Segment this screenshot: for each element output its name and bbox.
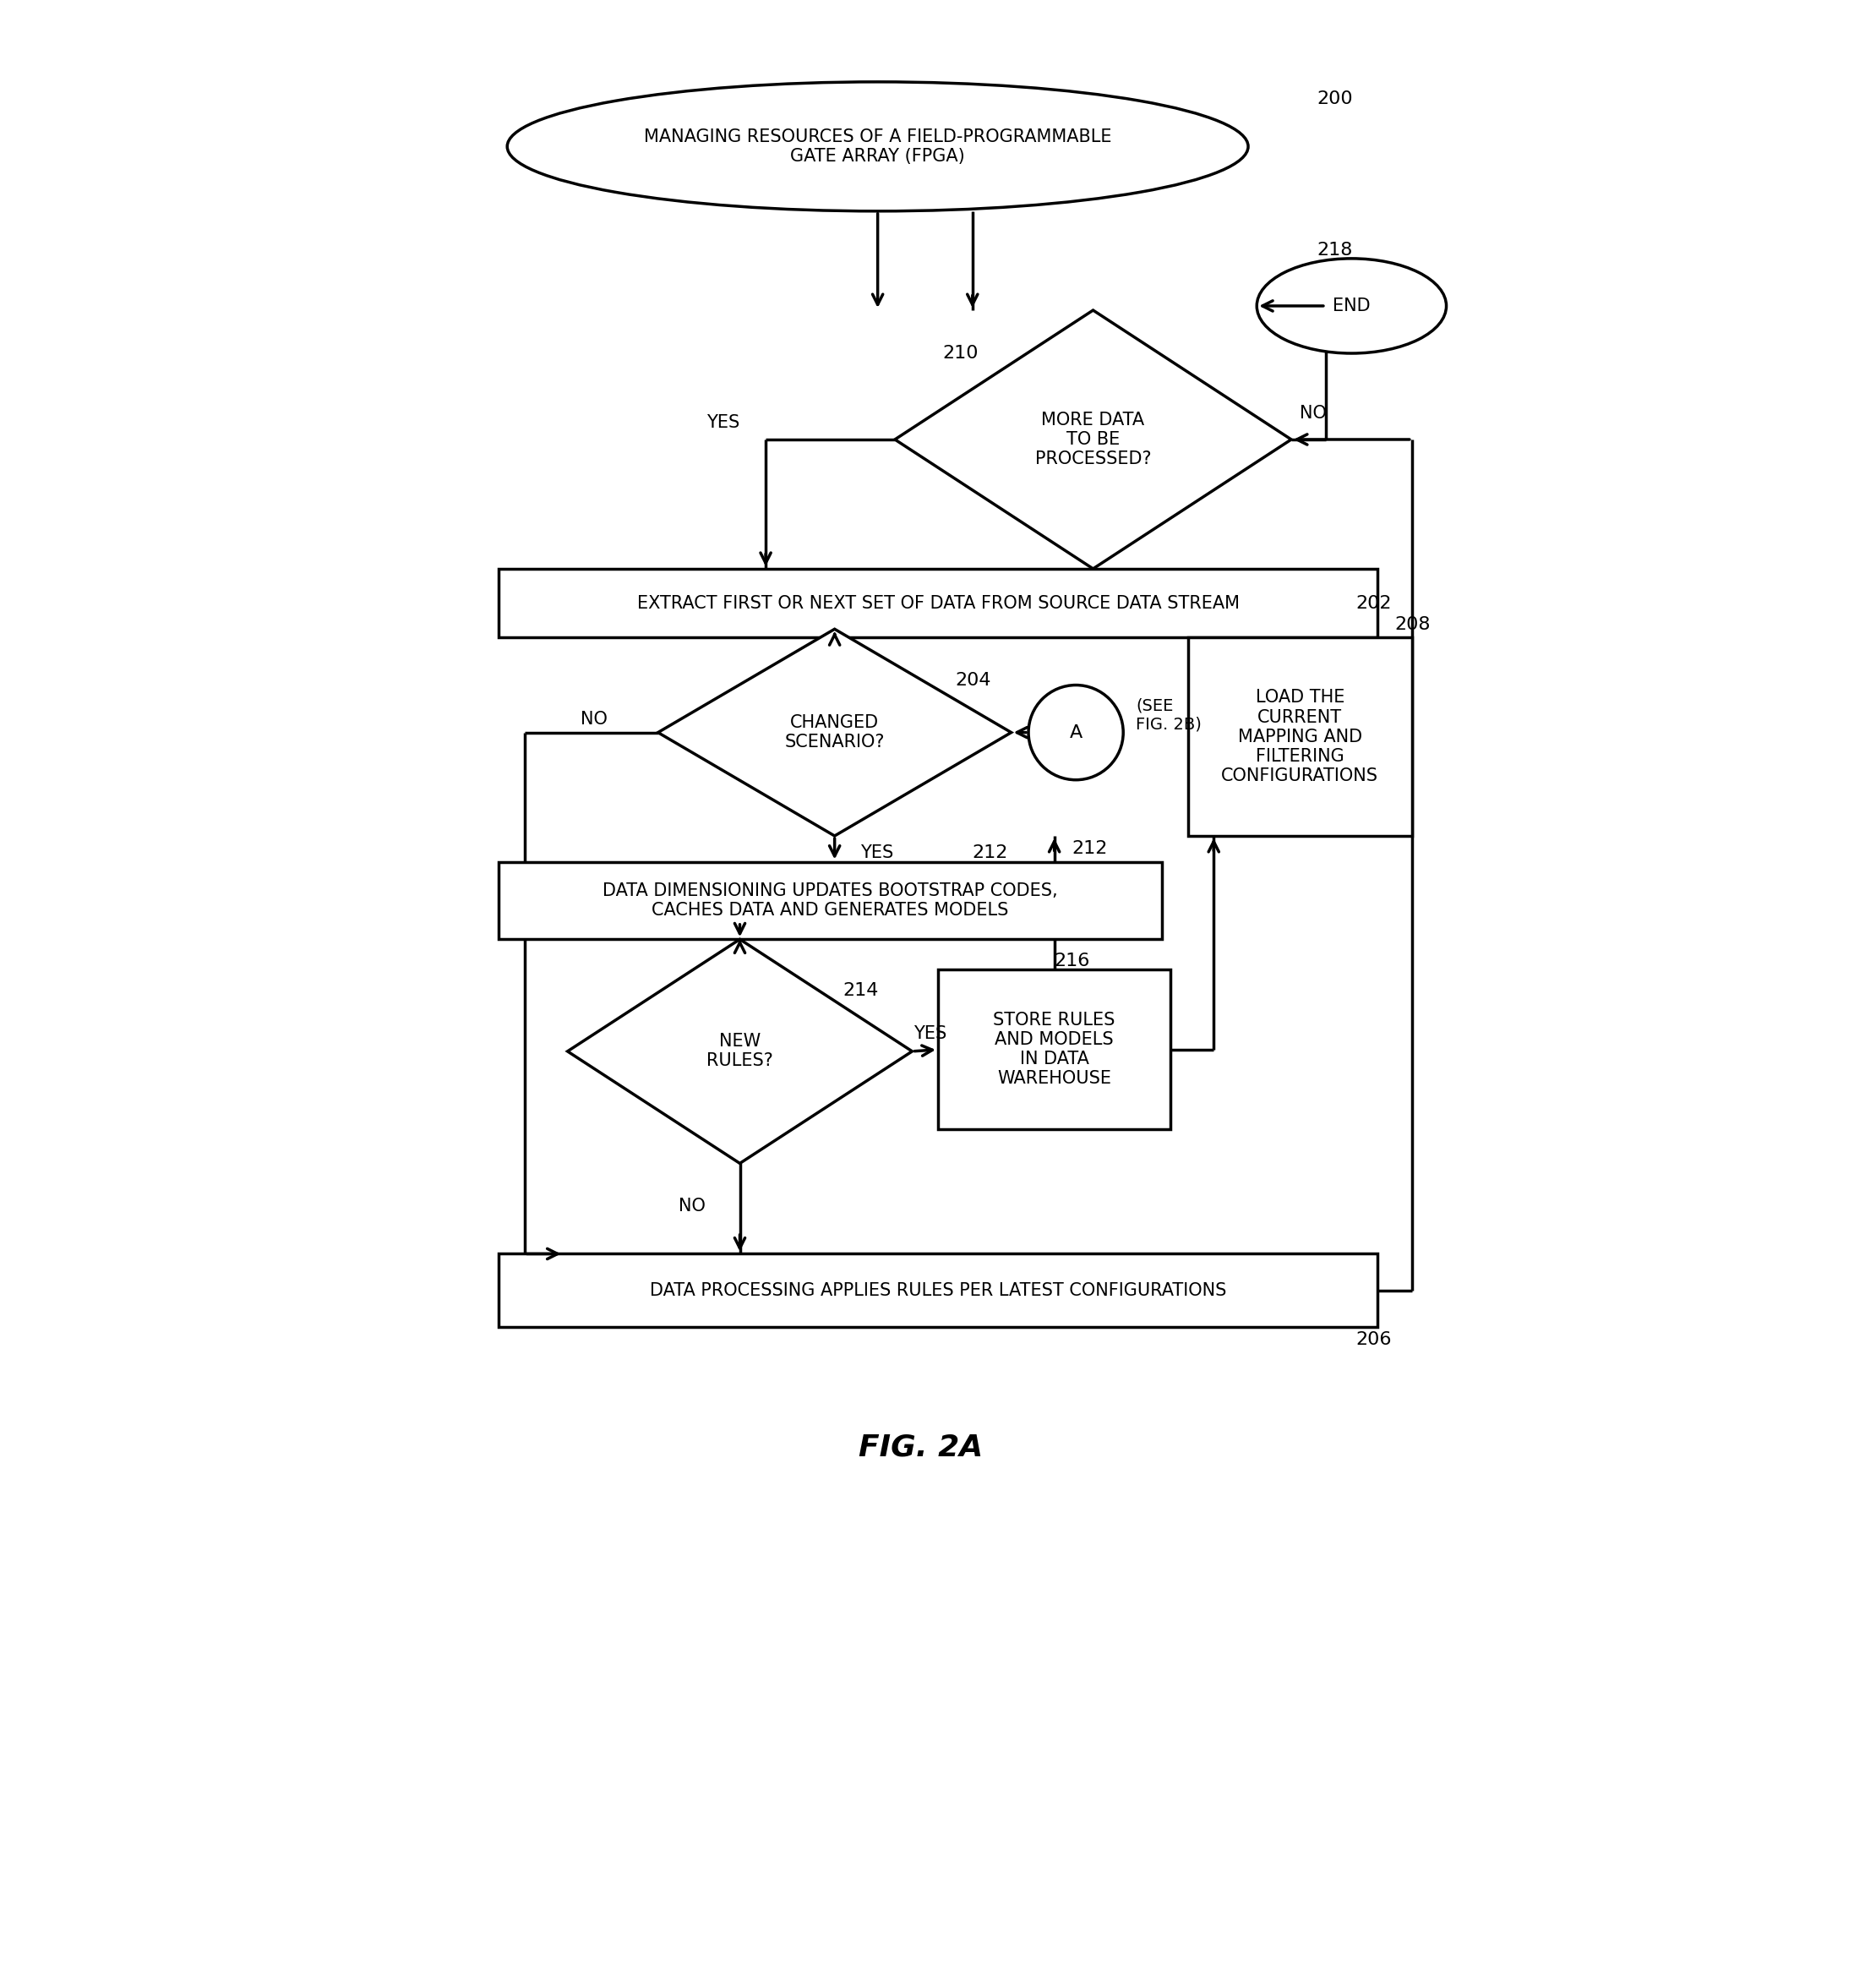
- Text: YES: YES: [707, 414, 739, 430]
- Text: DATA PROCESSING APPLIES RULES PER LATEST CONFIGURATIONS: DATA PROCESSING APPLIES RULES PER LATEST…: [649, 1282, 1227, 1298]
- Bar: [1188, 638, 1413, 836]
- Text: A: A: [1069, 723, 1082, 741]
- Bar: [938, 969, 1171, 1130]
- Text: YES: YES: [861, 844, 893, 862]
- Text: END: END: [1332, 297, 1369, 315]
- Text: MORE DATA
TO BE
PROCESSED?: MORE DATA TO BE PROCESSED?: [1036, 412, 1152, 468]
- Polygon shape: [568, 939, 912, 1163]
- Text: 212: 212: [1071, 840, 1107, 858]
- Text: STORE RULES
AND MODELS
IN DATA
WAREHOUSE: STORE RULES AND MODELS IN DATA WAREHOUSE: [992, 1011, 1116, 1086]
- Text: NO: NO: [580, 712, 608, 727]
- Text: 206: 206: [1356, 1332, 1392, 1348]
- Bar: [499, 862, 1161, 939]
- Text: 208: 208: [1394, 616, 1431, 632]
- Ellipse shape: [507, 81, 1248, 212]
- Text: NO: NO: [1300, 404, 1326, 422]
- Text: 216: 216: [1054, 953, 1090, 969]
- Text: EXTRACT FIRST OR NEXT SET OF DATA FROM SOURCE DATA STREAM: EXTRACT FIRST OR NEXT SET OF DATA FROM S…: [636, 595, 1240, 612]
- Ellipse shape: [1257, 258, 1446, 353]
- Polygon shape: [658, 628, 1011, 836]
- Text: 200: 200: [1317, 91, 1353, 107]
- Circle shape: [1028, 686, 1124, 779]
- Text: DATA DIMENSIONING UPDATES BOOTSTRAP CODES,
CACHES DATA AND GENERATES MODELS: DATA DIMENSIONING UPDATES BOOTSTRAP CODE…: [602, 882, 1058, 920]
- Text: MANAGING RESOURCES OF A FIELD-PROGRAMMABLE
GATE ARRAY (FPGA): MANAGING RESOURCES OF A FIELD-PROGRAMMAB…: [643, 129, 1112, 165]
- Text: LOAD THE
CURRENT
MAPPING AND
FILTERING
CONFIGURATIONS: LOAD THE CURRENT MAPPING AND FILTERING C…: [1221, 690, 1379, 785]
- Text: FIG. 2A: FIG. 2A: [859, 1433, 983, 1463]
- Text: NO: NO: [679, 1197, 705, 1215]
- Text: 218: 218: [1317, 242, 1353, 258]
- Bar: [499, 569, 1377, 638]
- Text: CHANGED
SCENARIO?: CHANGED SCENARIO?: [784, 714, 885, 751]
- Text: 202: 202: [1356, 595, 1392, 612]
- Text: 212: 212: [972, 844, 1007, 862]
- Text: 214: 214: [842, 983, 880, 999]
- Text: (SEE
FIG. 2B): (SEE FIG. 2B): [1137, 698, 1203, 733]
- Text: 204: 204: [955, 672, 991, 690]
- Bar: [499, 1255, 1377, 1328]
- Polygon shape: [895, 311, 1291, 569]
- Text: YES: YES: [914, 1025, 947, 1043]
- Text: 210: 210: [942, 345, 977, 363]
- Text: NEW
RULES?: NEW RULES?: [707, 1033, 773, 1070]
